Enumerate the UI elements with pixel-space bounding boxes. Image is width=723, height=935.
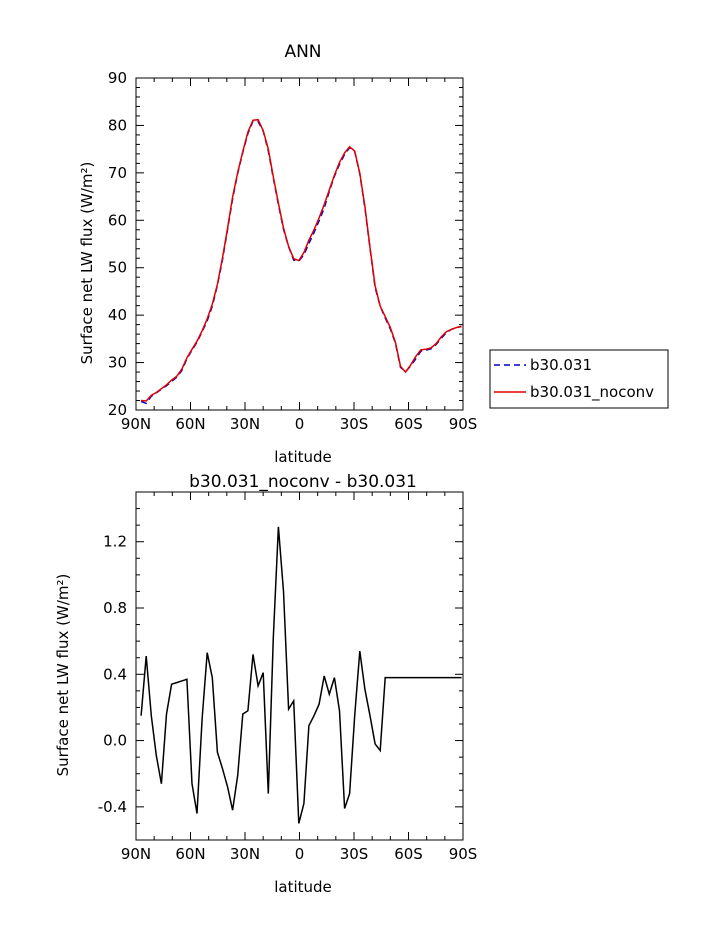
top-chart-y-tick-label: 20 [108,401,127,419]
top-chart-y-tick-label: 50 [108,259,127,277]
top-chart-y-axis-label: Surface net LW flux (W/m²) [78,162,96,365]
bottom-chart-x-tick-label: 90N [121,845,151,863]
bottom-chart-y-tick-label: 0.4 [103,665,127,683]
bottom-chart-y-tick-label: 0.0 [103,732,127,750]
bottom-chart-x-axis-label: latitude [274,878,332,896]
bottom-chart-x-tick-label: 90S [449,845,478,863]
top-chart-x-axis-label: latitude [274,448,332,466]
bottom-chart-title: b30.031_noconv - b30.031 [189,472,417,492]
bottom-chart-x-tick-label: 60N [175,845,205,863]
bottom-chart-x-tick-label: 30S [340,845,369,863]
top-chart-x-tick-label: 90N [121,415,151,433]
top-chart-x-tick-label: 60N [175,415,205,433]
top-chart-y-tick-label: 60 [108,211,127,229]
top-chart-y-tick-label: 80 [108,116,127,134]
legend-label-series-1: b30.031 [530,356,592,374]
bottom-chart-y-tick-label: 1.2 [103,533,127,551]
top-chart-y-tick-label: 90 [108,69,127,87]
bottom-chart-plot-frame [135,491,464,841]
legend-box [489,349,669,409]
bottom-chart-y-axis-label: Surface net LW flux (W/m²) [54,574,72,777]
bottom-chart-x-tick-label: 30N [230,845,260,863]
top-chart-x-tick-label: 0 [295,415,305,433]
bottom-chart: b30.031_noconv - b30.031 90N 60N 30N 0 30S 60… [54,472,477,896]
bottom-chart-y-tick-label: -0.4 [98,798,127,816]
top-chart-series-line-2 [141,118,462,402]
top-chart-legend: b30.031 b30.031_noconv [489,349,669,409]
bottom-chart-x-tick-label: 60S [394,845,423,863]
top-chart-x-tick-label: 90S [449,415,478,433]
top-chart-x-tick-label: 30S [340,415,369,433]
top-chart-title: ANN [284,42,321,62]
top-chart-y-tick-label: 30 [108,354,127,372]
top-chart-x-tick-label: 60S [394,415,423,433]
bottom-chart-x-tick-label: 0 [295,845,305,863]
legend-label-series-2: b30.031_noconv [530,383,654,402]
top-chart-y-tick-label: 40 [108,306,127,324]
bottom-chart-series-line-1 [140,526,462,824]
top-chart: ANN 90N 60N 30N 0 30S 60S 90S2030405060708090 … [78,42,669,466]
bottom-chart-y-tick-label: 0.8 [103,599,127,617]
top-chart-x-tick-label: 30N [230,415,260,433]
top-chart-y-tick-label: 70 [108,164,127,182]
